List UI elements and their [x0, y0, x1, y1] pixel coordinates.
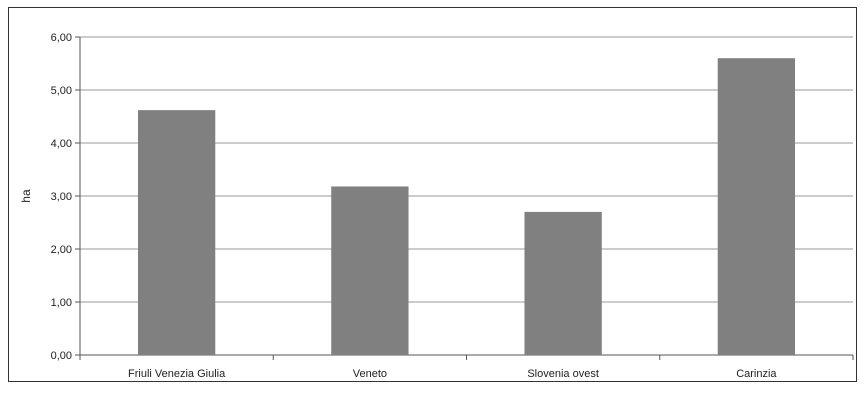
bars	[137, 58, 796, 355]
y-tick-label: 5,00	[51, 85, 72, 97]
x-tick-label: Slovenia ovest	[527, 368, 599, 380]
bar	[137, 110, 216, 355]
y-axis-label: ha	[19, 189, 33, 203]
y-tick-label: 2,00	[51, 244, 72, 256]
y-tick-label: 1,00	[51, 297, 72, 309]
y-tick-label: 4,00	[51, 138, 72, 150]
x-tick-label: Veneto	[353, 368, 387, 380]
bar	[331, 186, 409, 355]
y-tick-label: 0,00	[51, 350, 72, 362]
tick-labels: 0,00 1,00 2,00 3,00 4,00 5,00 6,00 Friuli Venez…	[51, 32, 778, 380]
y-tick-label: 6,00	[51, 32, 72, 44]
x-tick-label: Friuli Venezia Giulia	[128, 368, 226, 380]
bar	[524, 211, 602, 355]
bar	[717, 58, 796, 355]
x-tick-label: Carinzia	[736, 368, 777, 380]
y-tick-label: 3,00	[51, 191, 72, 203]
